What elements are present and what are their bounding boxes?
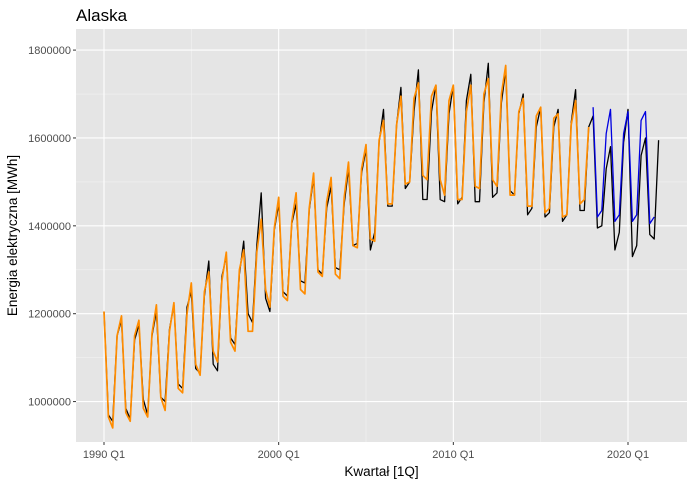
series-line-blue — [592, 107, 655, 225]
y-tick-label: 1000000 — [28, 397, 71, 409]
minor-gridlines — [76, 29, 687, 442]
x-axis: 1990 Q1 2000 Q1 2010 Q1 2020 Q1 — [83, 442, 649, 461]
x-tick-label: 2000 Q1 — [258, 449, 300, 461]
y-tick-label: 1200000 — [28, 309, 71, 321]
y-axis-title: Energia elektryczna [MWh] — [5, 155, 20, 316]
x-tick-label: 2010 Q1 — [432, 449, 474, 461]
y-tick-label: 1600000 — [28, 133, 71, 145]
chart-title: Alaska — [76, 6, 128, 25]
y-tick-label: 1800000 — [28, 45, 71, 57]
x-tick-label: 1990 Q1 — [83, 449, 125, 461]
x-axis-title: Kwartał [1Q] — [344, 464, 418, 479]
series-line-orange — [103, 64, 590, 429]
y-axis: 1000000 1200000 1400000 1600000 1800000 — [28, 45, 76, 409]
series-layer — [103, 62, 660, 429]
major-gridlines — [76, 29, 687, 442]
panel-background — [76, 29, 687, 442]
y-tick-label: 1400000 — [28, 221, 71, 233]
x-tick-label: 2020 Q1 — [607, 449, 649, 461]
